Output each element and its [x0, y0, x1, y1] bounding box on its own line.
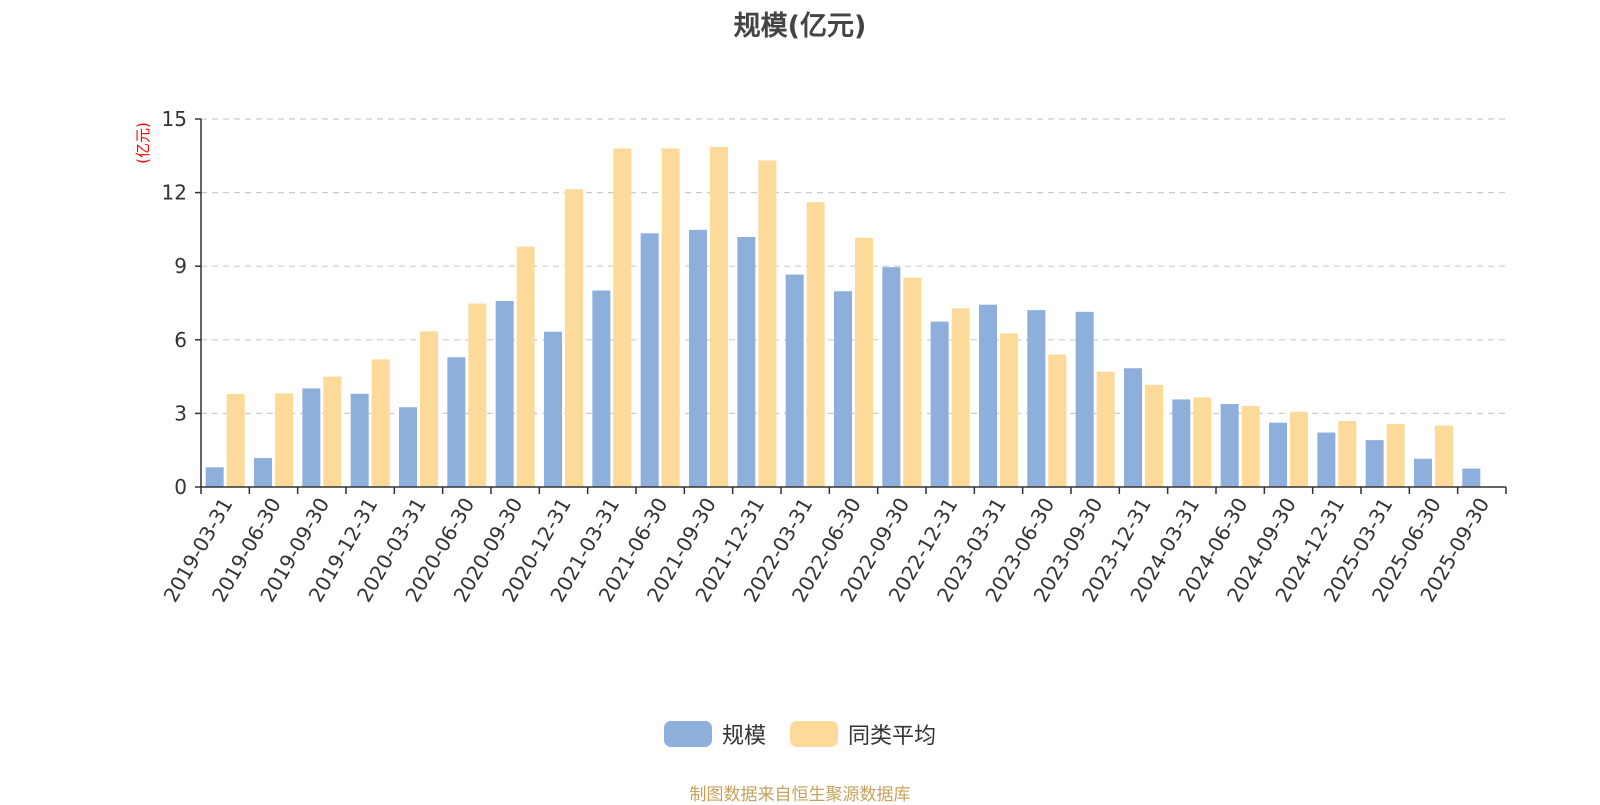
- bar-peer-average[interactable]: [758, 160, 777, 487]
- legend-label-peer-average: 同类平均: [848, 724, 937, 749]
- bar-scale[interactable]: [1220, 404, 1239, 487]
- bar-peer-average[interactable]: [710, 146, 728, 487]
- bar-scale[interactable]: [1365, 440, 1384, 487]
- bar-peer-average[interactable]: [1193, 397, 1212, 487]
- legend-label-scale: 规模: [721, 724, 766, 749]
- bar-peer-average[interactable]: [516, 246, 535, 487]
- bar-scale[interactable]: [737, 237, 756, 487]
- bar-peer-average[interactable]: [226, 394, 245, 487]
- bar-peer-average[interactable]: [661, 148, 680, 487]
- legend: 规模 同类平均: [0, 718, 1600, 750]
- bar-scale[interactable]: [1172, 399, 1191, 487]
- legend-item-peer-average[interactable]: 同类平均: [790, 718, 936, 750]
- bar-peer-average[interactable]: [1338, 421, 1357, 487]
- bar-peer-average[interactable]: [1241, 406, 1260, 487]
- bar-scale[interactable]: [930, 321, 949, 487]
- bar-peer-average[interactable]: [1290, 411, 1308, 487]
- y-axis-label: (亿元): [134, 122, 152, 164]
- bar-peer-average[interactable]: [855, 237, 873, 487]
- bar-scale[interactable]: [544, 331, 562, 487]
- bar-peer-average[interactable]: [420, 331, 438, 487]
- bar-peer-average[interactable]: [903, 277, 922, 487]
- bars: [205, 146, 1481, 487]
- bar-peer-average[interactable]: [1145, 384, 1163, 487]
- bar-peer-average[interactable]: [468, 303, 487, 487]
- bar-peer-average[interactable]: [565, 189, 583, 487]
- bar-scale[interactable]: [205, 467, 224, 487]
- legend-item-scale[interactable]: 规模: [663, 718, 766, 750]
- bar-peer-average[interactable]: [323, 376, 342, 487]
- bar-peer-average[interactable]: [1386, 423, 1405, 487]
- bar-scale[interactable]: [399, 407, 417, 487]
- chart-title: 规模(亿元): [733, 11, 867, 42]
- bar-scale[interactable]: [1124, 368, 1142, 487]
- grid-lines: [201, 118, 1506, 414]
- bar-scale[interactable]: [447, 357, 466, 487]
- bar-scale[interactable]: [1317, 432, 1336, 487]
- bar-scale[interactable]: [1414, 458, 1432, 487]
- bar-scale[interactable]: [785, 274, 804, 487]
- bar-peer-average[interactable]: [951, 308, 970, 487]
- y-tick-label: 3: [174, 401, 187, 425]
- bar-peer-average[interactable]: [1096, 371, 1115, 487]
- y-tick-label: 9: [174, 254, 187, 278]
- y-tick-label: 0: [174, 475, 187, 499]
- legend-swatch-peer-average: [790, 721, 838, 747]
- bar-peer-average[interactable]: [371, 359, 390, 487]
- bar-peer-average[interactable]: [613, 148, 632, 487]
- bar-peer-average[interactable]: [1000, 333, 1018, 487]
- bar-scale[interactable]: [979, 304, 997, 487]
- legend-swatch-scale: [663, 721, 712, 747]
- bar-peer-average[interactable]: [806, 202, 825, 487]
- bar-peer-average[interactable]: [1048, 354, 1067, 487]
- bar-scale[interactable]: [254, 458, 272, 487]
- data-source-note: 制图数据来自恒生聚源数据库: [689, 785, 911, 805]
- bar-scale[interactable]: [592, 290, 611, 487]
- bar-scale[interactable]: [350, 393, 369, 487]
- bar-peer-average[interactable]: [275, 393, 293, 487]
- bar-scale[interactable]: [1269, 422, 1287, 487]
- bar-scale[interactable]: [689, 229, 707, 487]
- bar-scale[interactable]: [1027, 310, 1046, 487]
- axes: 036912152019-03-312019-06-302019-09-3020…: [159, 107, 1507, 606]
- y-tick-label: 6: [174, 328, 187, 352]
- bar-scale[interactable]: [302, 388, 321, 487]
- bar-scale[interactable]: [640, 233, 659, 487]
- bar-scale[interactable]: [882, 267, 901, 487]
- bar-scale[interactable]: [834, 291, 852, 487]
- bar-peer-average[interactable]: [1435, 425, 1453, 487]
- y-tick-label: 15: [162, 107, 187, 131]
- bar-scale[interactable]: [1075, 311, 1094, 487]
- y-tick-label: 12: [162, 181, 187, 205]
- bar-scale[interactable]: [495, 301, 514, 487]
- bar-scale[interactable]: [1462, 468, 1481, 487]
